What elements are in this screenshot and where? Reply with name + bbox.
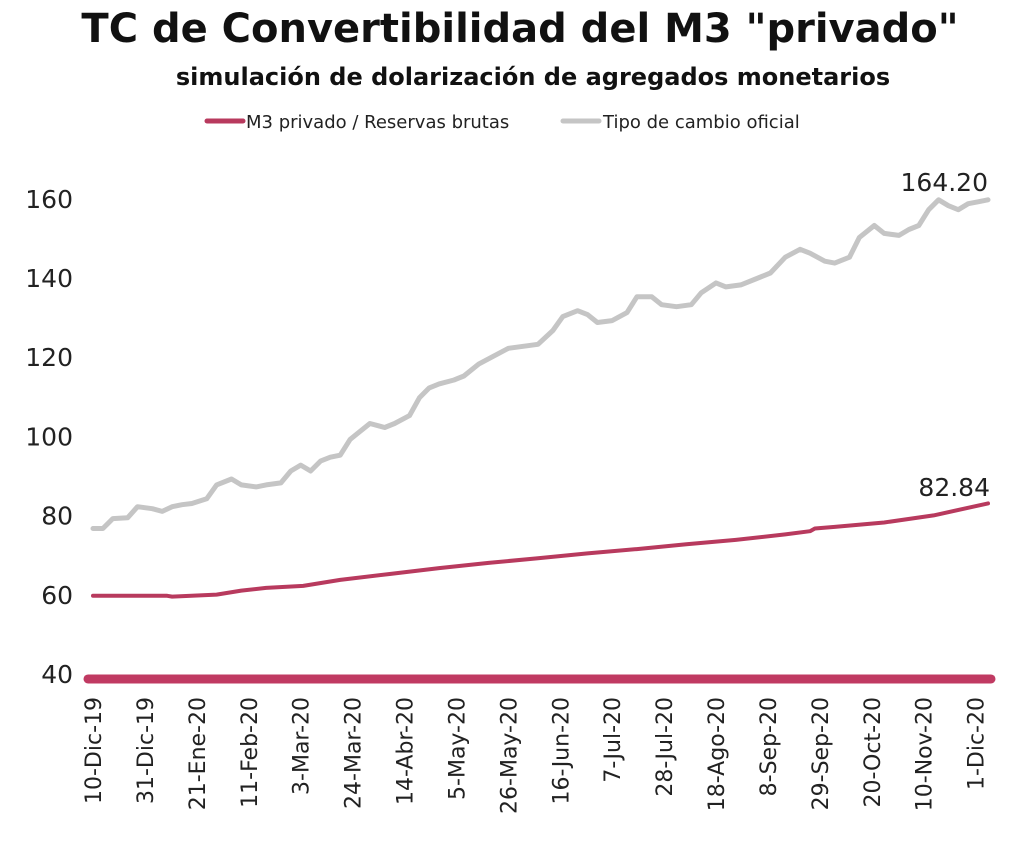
x-tick-label: 1-Dic-20 (965, 697, 990, 790)
y-tick-label: 40 (41, 660, 73, 689)
series-line-m3-privado (91, 501, 990, 599)
x-tick-label: 28-Jul-20 (653, 697, 678, 797)
x-axis: 10-Dic-19 31-Dic-19 21-Ene-20 11-Feb-20 3-Ma… (82, 697, 990, 814)
chart-subtitle: simulación de dolarización de agregados … (176, 63, 890, 91)
x-tick-label: 14-Abr-20 (394, 697, 419, 805)
data-label-tipo-de-cambio: 164.20 (901, 168, 988, 197)
x-tick-label: 29-Sep-20 (809, 697, 834, 810)
x-tick-label: 16-Jun-20 (549, 697, 574, 804)
x-tick-label: 7-Jul-20 (601, 697, 626, 783)
y-axis: 40 60 80 100 120 140 160 (25, 185, 73, 689)
plot-area: 82.84 164.20 (83, 168, 996, 684)
x-tick-label: 26-May-20 (497, 697, 522, 814)
x-tick-label: 3-Mar-20 (290, 697, 315, 795)
y-tick-label: 140 (25, 264, 73, 293)
y-tick-label: 80 (41, 502, 73, 531)
x-tick-label: 20-Oct-20 (861, 697, 886, 808)
y-tick-label: 100 (25, 422, 73, 451)
x-tick-label: 10-Nov-20 (913, 697, 938, 811)
x-tick-label: 5-May-20 (445, 697, 470, 800)
x-tick-label: 24-Mar-20 (342, 697, 367, 809)
y-tick-label: 60 (41, 581, 73, 610)
x-tick-label: 11-Feb-20 (238, 697, 263, 808)
x-tick-label: 10-Dic-19 (82, 697, 107, 804)
legend-label-m3-privado: M3 privado / Reservas brutas (246, 112, 509, 133)
legend: M3 privado / Reservas brutas Tipo de camb… (204, 112, 800, 133)
data-label-m3-privado: 82.84 (918, 473, 990, 502)
x-tick-label: 18-Ago-20 (705, 697, 730, 811)
x-tick-label: 31-Dic-19 (134, 697, 159, 804)
x-tick-label: 8-Sep-20 (757, 697, 782, 796)
legend-label-tipo-de-cambio: Tipo de cambio oficial (602, 112, 800, 133)
series-line-tipo-de-cambio (90, 197, 991, 531)
x-tick-label: 21-Ene-20 (186, 697, 211, 810)
y-tick-label: 160 (25, 185, 73, 214)
y-tick-label: 120 (25, 343, 73, 372)
chart-title: TC de Convertibilidad del M3 "privado" (81, 6, 958, 52)
